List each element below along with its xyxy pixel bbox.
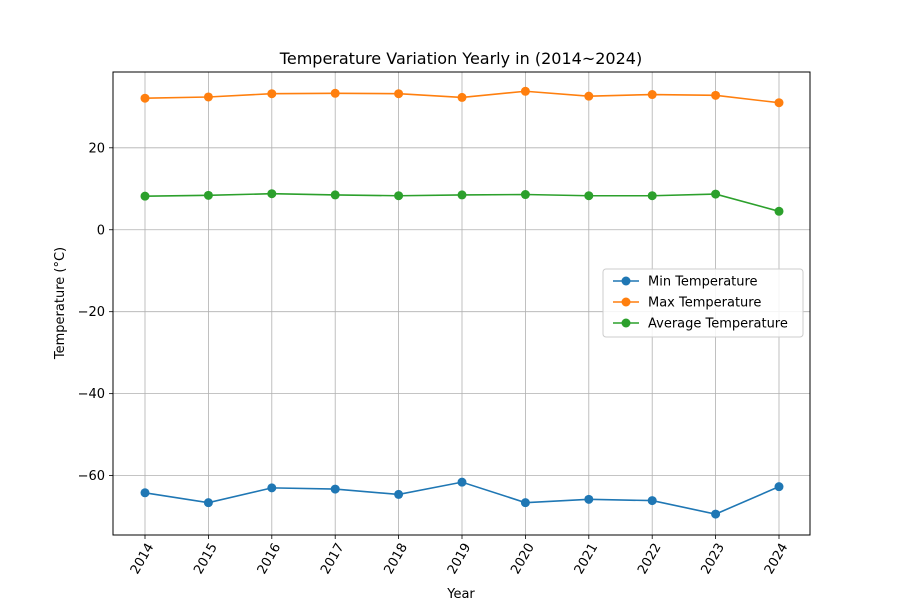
x-axis-title: Year	[446, 587, 475, 600]
data-point	[267, 483, 277, 493]
data-point	[330, 190, 340, 200]
data-point	[457, 477, 467, 487]
series-layer	[140, 86, 784, 519]
legend-label: Min Temperature	[648, 275, 758, 290]
data-point	[584, 91, 594, 101]
legend-box	[602, 268, 804, 338]
plot-frame	[112, 71, 811, 536]
data-point	[203, 190, 213, 200]
data-point	[647, 90, 657, 100]
data-point	[647, 496, 657, 506]
data-point	[774, 206, 784, 216]
data-point	[711, 90, 721, 100]
legend: Min Temperature Max Temperature Average Te…	[602, 268, 804, 338]
y-tick-label: −60	[78, 469, 105, 484]
data-point	[140, 488, 150, 498]
legend-marker	[621, 318, 631, 328]
data-point	[584, 494, 594, 504]
y-tick-label: −40	[78, 387, 105, 402]
legend-label: Average Temperature	[648, 317, 788, 332]
y-axis-title: Temperature (°C)	[53, 247, 68, 360]
data-point	[203, 498, 213, 508]
chart-title: Temperature Variation Yearly in (2014~20…	[279, 49, 642, 68]
data-point	[394, 89, 404, 99]
data-point	[330, 484, 340, 494]
data-point	[647, 191, 657, 201]
legend-marker	[621, 276, 631, 286]
data-point	[774, 482, 784, 492]
y-tick-label: −20	[78, 305, 105, 320]
data-point	[267, 189, 277, 199]
data-point	[457, 92, 467, 102]
data-point	[520, 498, 530, 508]
data-point	[140, 191, 150, 201]
data-point	[394, 191, 404, 201]
data-point	[203, 92, 213, 102]
y-tick-label: 20	[88, 141, 105, 156]
legend-label: Max Temperature	[648, 296, 761, 311]
y-tick-label: 0	[97, 223, 105, 238]
data-point	[520, 190, 530, 200]
data-point	[520, 86, 530, 96]
data-point	[457, 190, 467, 200]
data-point	[394, 489, 404, 499]
data-point	[584, 191, 594, 201]
legend-marker	[621, 297, 631, 307]
data-point	[711, 189, 721, 199]
data-point	[711, 509, 721, 519]
data-point	[330, 88, 340, 98]
data-point	[140, 93, 150, 103]
data-point	[267, 89, 277, 99]
data-point	[774, 98, 784, 108]
